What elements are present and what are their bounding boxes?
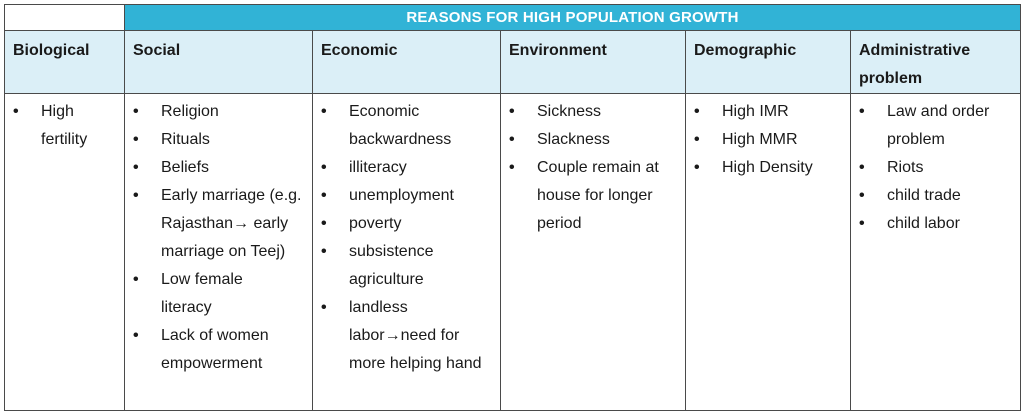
table-title: REASONS FOR HIGH POPULATION GROWTH — [124, 4, 1021, 31]
list-item: subsistence agriculture — [321, 238, 449, 294]
cell-environment: Sickness Slackness Couple remain at hous… — [500, 93, 686, 411]
list-item: High MMR — [694, 126, 846, 154]
list-item: Rituals — [133, 126, 308, 154]
cell-biological: High fertility — [4, 93, 125, 411]
list-demographic: High IMR High MMR High Density — [686, 94, 850, 182]
list-item: Riots — [859, 154, 1016, 182]
list-item: Law and order problem — [859, 98, 997, 154]
list-item: High IMR — [694, 98, 846, 126]
list-item: Economic backwardness — [321, 98, 496, 154]
column-header-demographic: Demographic — [685, 30, 851, 94]
column-header-administrative: Administrative problem — [850, 30, 1021, 94]
column-header-biological: Biological — [4, 30, 125, 94]
list-environment: Sickness Slackness Couple remain at hous… — [501, 94, 685, 238]
list-item: Slackness — [509, 126, 681, 154]
content-row: High fertility Religion Rituals Beliefs … — [4, 93, 1021, 411]
list-item: child trade — [859, 182, 1016, 210]
list-item: landless labor→need for more helping han… — [321, 294, 496, 378]
list-item: Couple remain at house for longer period — [509, 154, 681, 238]
list-item: illiteracy — [321, 154, 496, 182]
list-item: unemployment — [321, 182, 496, 210]
list-administrative: Law and order problem Riots child trade … — [851, 94, 1020, 238]
list-item: Lack of women empowerment — [133, 322, 308, 378]
cell-social: Religion Rituals Beliefs Early marriage … — [124, 93, 313, 411]
cell-economic: Economic backwardness illiteracy unemplo… — [312, 93, 501, 411]
empty-corner-cell — [4, 4, 125, 31]
population-growth-table: REASONS FOR HIGH POPULATION GROWTH Biolo… — [4, 4, 1021, 411]
cell-demographic: High IMR High MMR High Density — [685, 93, 851, 411]
list-item: Beliefs — [133, 154, 308, 182]
cell-administrative: Law and order problem Riots child trade … — [850, 93, 1021, 411]
column-header-environment: Environment — [500, 30, 686, 94]
list-item: child labor — [859, 210, 1016, 238]
column-header-social: Social — [124, 30, 313, 94]
list-item: Sickness — [509, 98, 681, 126]
list-biological: High fertility — [5, 94, 124, 154]
list-item: Low female literacy — [133, 266, 261, 322]
list-item: High fertility — [13, 98, 101, 154]
list-item: Religion — [133, 98, 308, 126]
column-header-economic: Economic — [312, 30, 501, 94]
title-row: REASONS FOR HIGH POPULATION GROWTH — [4, 4, 1021, 31]
list-item: poverty — [321, 210, 496, 238]
list-economic: Economic backwardness illiteracy unemplo… — [313, 94, 500, 378]
header-row: Biological Social Economic Environment D… — [4, 30, 1021, 94]
list-item: High Density — [694, 154, 846, 182]
list-item: Early marriage (e.g. Rajasthan→ early ma… — [133, 182, 308, 266]
list-social: Religion Rituals Beliefs Early marriage … — [125, 94, 312, 378]
